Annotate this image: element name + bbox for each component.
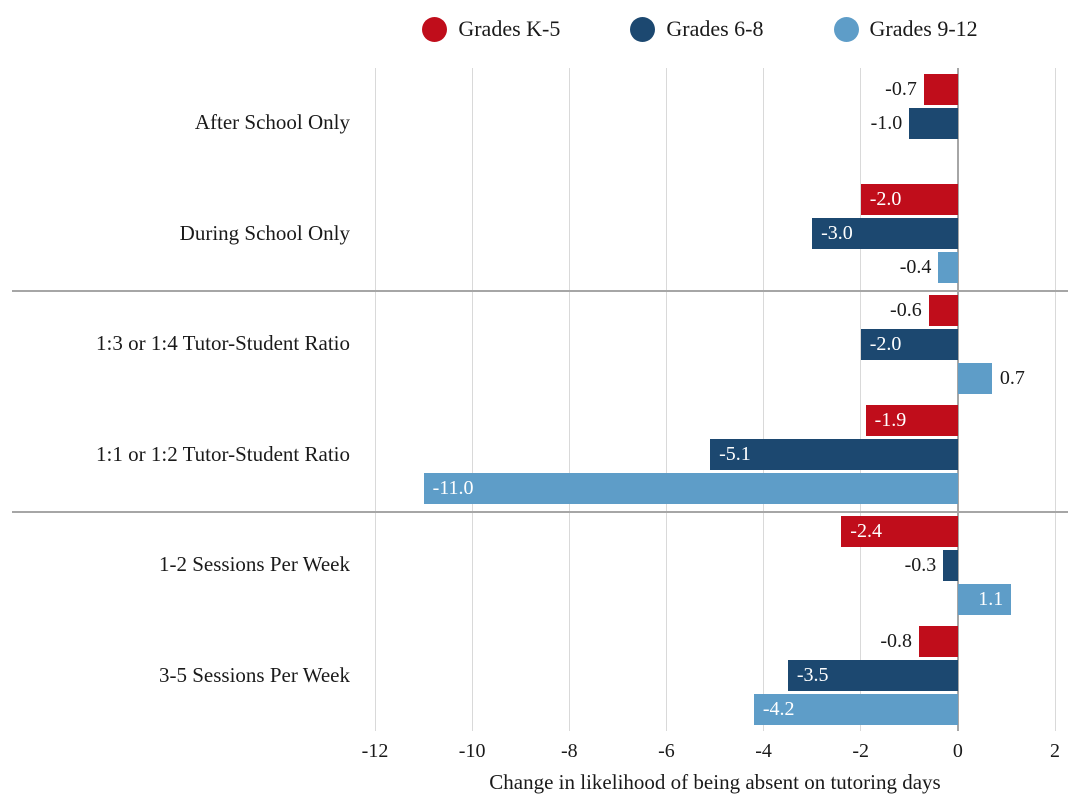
legend-label: Grades K-5: [458, 16, 561, 41]
legend-item-3: Grades 9-12: [833, 16, 978, 42]
bar-label: -1.9: [874, 409, 907, 432]
bar-label: 1.1: [978, 587, 1004, 610]
gridline: [374, 68, 376, 731]
bar-grades-k-5: [923, 73, 958, 105]
bar-label: -5.1: [719, 443, 751, 466]
legend-label: Grades 9-12: [869, 16, 978, 41]
legend-swatch-icon: [630, 16, 656, 42]
bar-label: -3.0: [821, 222, 853, 245]
bar-label: -0.6: [890, 298, 922, 321]
bar-grades-6-8: [710, 439, 958, 471]
gridline: [1054, 68, 1056, 731]
category-label: After School Only: [194, 110, 350, 135]
zero-baseline: [956, 68, 959, 731]
bar-label: -0.7: [885, 77, 917, 100]
legend: Grades K-5 Grades 6-8 Grades 9-12: [330, 8, 1070, 50]
bar-grades-k-5: [865, 405, 958, 437]
x-tick-label: -8: [560, 740, 578, 762]
bar-grades-k-5: [928, 294, 958, 326]
x-tick-label: -2: [852, 740, 870, 762]
category-label: During School Only: [179, 220, 350, 245]
bar-grades-9-12: [938, 252, 958, 284]
bar-label: -3.5: [796, 664, 829, 687]
bar-label: -2.0: [869, 332, 902, 355]
group-separator: [12, 511, 1068, 513]
category-label: 1:1 or 1:2 Tutor-Student Ratio: [96, 441, 350, 466]
group-separator: [12, 290, 1068, 292]
bar-grades-6-8: [787, 660, 958, 692]
bar-grades-9-12: [423, 473, 958, 505]
bar-label: -1.0: [870, 111, 903, 134]
category-label: 1-2 Sessions Per Week: [159, 552, 350, 577]
x-tick-label: -6: [658, 740, 675, 762]
x-tick-label: 0: [952, 740, 963, 762]
x-tick-label: -12: [361, 740, 389, 762]
x-axis-title: Change in likelihood of being absent on …: [489, 770, 941, 794]
bar-grades-6-8: [943, 549, 958, 581]
category-label: 3-5 Sessions Per Week: [159, 662, 350, 687]
legend-item-1: Grades K-5: [422, 16, 560, 42]
gridline: [568, 68, 570, 731]
bar-label: -0.8: [880, 630, 912, 653]
category-label: 1:3 or 1:4 Tutor-Student Ratio: [96, 331, 350, 356]
bar-label: -0.3: [904, 553, 937, 576]
x-tick-label: -10: [458, 740, 486, 762]
bar-label: -11.0: [432, 477, 474, 500]
bar-label: -0.4: [899, 256, 932, 279]
legend-item-2: Grades 6-8: [630, 16, 764, 42]
bar-grades-9-12: [957, 583, 1012, 615]
gridline: [665, 68, 667, 731]
bar-grades-k-5: [919, 626, 958, 658]
bar-grades-6-8: [812, 218, 958, 250]
gridline: [763, 68, 765, 731]
x-tick-label: -4: [755, 740, 772, 762]
bar-label: -4.2: [762, 698, 795, 721]
legend-swatch-icon: [422, 16, 448, 42]
bar-label: 0.7: [999, 366, 1025, 389]
bar-grades-6-8: [909, 107, 958, 139]
legend-label: Grades 6-8: [666, 16, 764, 41]
x-tick-label: 2: [1050, 740, 1060, 762]
gridline: [471, 68, 473, 731]
bar-grades-k-5: [841, 515, 958, 547]
bar-label: -2.4: [850, 519, 882, 542]
bar-grades-k-5: [860, 184, 958, 216]
bar-grades-6-8: [860, 328, 958, 360]
bar-grades-9-12: [957, 362, 992, 394]
gridline: [860, 68, 862, 731]
bar-grades-9-12: [753, 694, 958, 726]
bar-label: -2.0: [869, 188, 902, 211]
plot-area: -0.7 -2.0 -0.6 -1.9 -2.4 -0.8 -1.0 -3.0 -2.0 -5.1…: [374, 68, 1056, 731]
legend-swatch-icon: [833, 16, 859, 42]
